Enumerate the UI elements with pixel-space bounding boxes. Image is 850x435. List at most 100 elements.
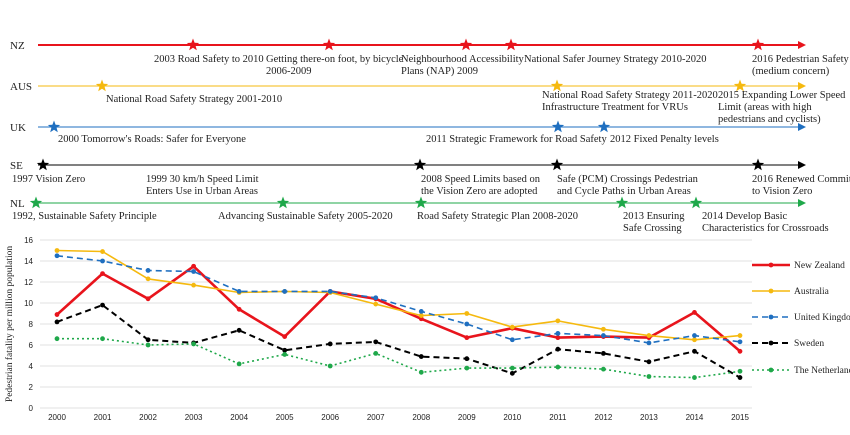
timeline-event-star	[550, 79, 564, 92]
timeline-event-label: 2003 Road Safety to 2010	[154, 54, 264, 65]
data-point	[54, 248, 60, 253]
x-tick-label: 2001	[94, 413, 112, 422]
y-tick-label: 8	[29, 320, 34, 329]
data-point	[418, 354, 424, 359]
data-point	[282, 289, 288, 294]
timeline-country-label: AUS	[10, 81, 32, 93]
series-line	[56, 255, 741, 344]
data-point	[737, 375, 743, 380]
data-point	[646, 359, 652, 365]
timeline-event-star	[413, 158, 427, 171]
data-point	[100, 336, 105, 342]
y-tick-label: 6	[29, 341, 34, 350]
data-point	[100, 302, 105, 308]
data-point	[54, 253, 60, 259]
data-point	[464, 335, 470, 341]
data-point	[145, 337, 151, 343]
timeline-row-uk: UK 2000 Tomorrow's Roads: Safer for Every…	[10, 120, 806, 145]
legend-item: New Zealand	[752, 261, 845, 271]
timeline-event-label: National Road Safety Strategy 2011-2020 I…	[542, 90, 718, 113]
policy-timeline: NZ 2003 Road Safety to 2010 Getting there-…	[10, 38, 850, 234]
timeline-event-label: Getting there-on foot, by bicycle 2006-20…	[266, 54, 404, 77]
x-tick-label: 2008	[412, 413, 430, 422]
data-point	[236, 327, 242, 333]
legend-label: United Kingdoms	[794, 313, 850, 323]
data-point	[601, 326, 606, 332]
timeline-event-label: National Road Safety Strategy 2001-2010	[106, 94, 282, 105]
data-point	[692, 348, 697, 354]
legend-item: Australia	[752, 287, 830, 297]
data-point	[418, 309, 424, 314]
series-australia	[54, 248, 743, 343]
timeline-event-star	[459, 38, 473, 51]
data-point	[373, 295, 379, 301]
data-point	[464, 356, 470, 362]
data-point	[54, 336, 60, 342]
timeline-event-star	[95, 79, 109, 92]
legend-label: Australia	[794, 287, 830, 297]
timeline-event-star	[504, 38, 518, 51]
timeline-country-label: NL	[10, 198, 25, 210]
data-point	[601, 366, 606, 372]
data-point	[737, 333, 743, 338]
timeline-event-star	[615, 196, 629, 209]
series-line	[56, 264, 741, 353]
data-point	[418, 313, 424, 318]
data-point	[737, 348, 743, 354]
data-point	[373, 351, 379, 356]
timeline-event-star	[276, 196, 290, 209]
data-point	[191, 282, 197, 288]
timeline-event-star	[551, 120, 565, 133]
timeline-event-label: 2011 Strategic Framework for Road Safety	[426, 134, 607, 145]
timeline-event-star	[550, 158, 564, 171]
data-point	[191, 341, 197, 347]
y-tick-label: 12	[24, 278, 33, 287]
data-point	[236, 361, 242, 367]
data-point	[145, 268, 151, 273]
legend-item: United Kingdoms	[752, 313, 850, 323]
y-axis-label: Pedestrian fatality per million populati…	[4, 246, 15, 402]
timeline-event-star	[186, 38, 200, 51]
legend-marker	[768, 288, 774, 294]
data-point	[464, 311, 470, 316]
data-point	[509, 365, 515, 371]
data-point	[373, 301, 379, 307]
series-united-kingdoms	[54, 253, 743, 346]
timeline-arrowhead	[798, 199, 806, 207]
legend-item: The Netherlands	[752, 366, 850, 376]
data-point	[100, 249, 105, 254]
data-point	[692, 375, 697, 380]
x-tick-label: 2006	[321, 413, 339, 422]
timeline-event-star	[751, 158, 765, 171]
y-tick-label: 0	[29, 404, 34, 413]
timeline-country-label: NZ	[10, 40, 25, 52]
timeline-event-label: 2014 Develop Basic Characteristics for Cr…	[702, 211, 829, 234]
timeline-event-label: 2016 Renewed Commitmentto Vision Zero	[752, 174, 850, 197]
data-point	[555, 331, 561, 336]
data-point	[100, 271, 105, 276]
timeline-event-label: Safe (PCM) Crossings Pedestrian and Cycle…	[557, 174, 699, 197]
x-tick-label: 2011	[549, 413, 567, 422]
timeline-event-star	[733, 79, 747, 92]
data-point	[145, 276, 151, 282]
data-point	[692, 310, 697, 315]
data-point	[282, 347, 288, 353]
timeline-row-nz: NZ 2003 Road Safety to 2010 Getting there-…	[10, 38, 850, 77]
data-point	[145, 342, 151, 348]
data-point	[282, 334, 288, 339]
timeline-event-label: 1992, Sustainable Safety Principle	[12, 211, 157, 222]
data-point	[145, 296, 151, 302]
timeline-event-label: 2013 Ensuring Safe Crossing	[623, 211, 685, 234]
timeline-event-star	[29, 196, 43, 209]
timeline-arrowhead	[798, 41, 806, 49]
timeline-event-label: 2012 Fixed Penalty levels	[610, 134, 719, 145]
series-line	[56, 304, 741, 379]
timeline-event-label: Advancing Sustainable Safety 2005-2020	[218, 211, 393, 222]
x-tick-label: 2009	[458, 413, 476, 422]
legend-marker	[768, 262, 774, 268]
data-point	[646, 340, 652, 346]
timeline-event-label: National Safer Journey Strategy 2010-202…	[524, 54, 707, 65]
x-tick-label: 2000	[48, 413, 66, 422]
data-point	[737, 339, 743, 345]
